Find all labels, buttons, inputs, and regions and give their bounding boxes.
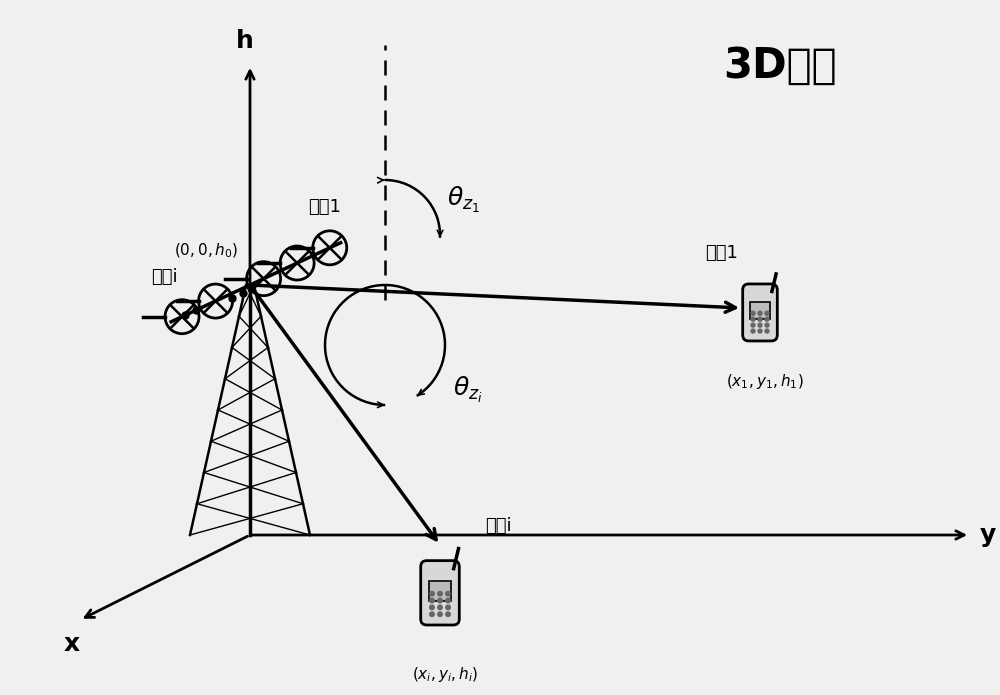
Circle shape [430,598,434,603]
Text: 3D场景: 3D场景 [723,45,837,87]
Text: 端口i: 端口i [151,268,178,286]
Circle shape [765,311,769,315]
Text: h: h [236,29,254,53]
Circle shape [438,591,442,596]
Circle shape [758,317,762,321]
Text: $(x_1, y_1, h_1)$: $(x_1, y_1, h_1)$ [726,372,804,391]
Circle shape [446,598,450,603]
Circle shape [751,311,755,315]
Circle shape [751,323,755,327]
Text: 用户1: 用户1 [705,244,738,262]
Text: $(0,0,h_0)$: $(0,0,h_0)$ [174,242,238,260]
Circle shape [765,329,769,333]
FancyBboxPatch shape [421,561,459,625]
Circle shape [765,323,769,327]
FancyBboxPatch shape [743,284,777,341]
Text: $\theta_{z_1}$: $\theta_{z_1}$ [447,185,480,215]
Circle shape [446,591,450,596]
Circle shape [430,591,434,596]
Text: $(x_i, y_i, h_i)$: $(x_i, y_i, h_i)$ [412,665,478,684]
Circle shape [751,317,755,321]
Circle shape [430,612,434,616]
Circle shape [438,612,442,616]
Circle shape [446,612,450,616]
Text: 端口1: 端口1 [308,198,341,216]
FancyBboxPatch shape [750,302,770,319]
Circle shape [446,605,450,610]
Circle shape [751,329,755,333]
Circle shape [765,317,769,321]
FancyBboxPatch shape [429,581,451,600]
Text: x: x [64,632,80,656]
Circle shape [438,598,442,603]
Circle shape [438,605,442,610]
Text: $\theta_{z_i}$: $\theta_{z_i}$ [453,375,483,405]
Circle shape [758,311,762,315]
Circle shape [758,323,762,327]
Text: y: y [980,523,996,547]
Circle shape [758,329,762,333]
Text: 用户i: 用户i [485,517,512,535]
Circle shape [430,605,434,610]
